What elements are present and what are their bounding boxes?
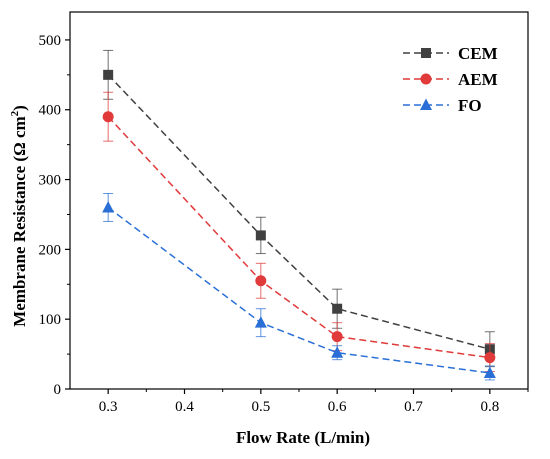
legend-label-aem: AEM xyxy=(458,70,498,89)
x-tick-label: 0.6 xyxy=(328,399,347,415)
y-axis-title-superscript: 2 xyxy=(9,110,21,116)
y-tick-label: 100 xyxy=(39,312,62,328)
x-tick-label: 0.5 xyxy=(251,399,270,415)
y-tick-label: 0 xyxy=(54,382,62,398)
y-tick-label: 500 xyxy=(39,33,62,49)
aem-series-line xyxy=(107,116,490,359)
legend-label-cem: CEM xyxy=(458,44,498,63)
fo-data-point xyxy=(331,346,344,358)
x-axis-title: Flow Rate (L/min) xyxy=(236,428,370,447)
cem-data-point xyxy=(255,230,266,241)
x-tick-label: 0.4 xyxy=(175,399,194,415)
y-axis-title-close: ) xyxy=(10,105,29,111)
aem-data-point xyxy=(331,331,343,343)
legend-marker-cem xyxy=(421,48,431,58)
legend-marker-aem xyxy=(420,73,432,85)
cem-series-line xyxy=(107,74,491,350)
x-tick-label: 0.3 xyxy=(99,399,118,415)
fo-series-line xyxy=(107,206,490,374)
fo-data-point xyxy=(483,366,496,378)
aem-data-point xyxy=(484,352,496,364)
plot-frame xyxy=(69,11,529,390)
axes-layer: 0.3 0.4 0.5 0.6 0.7 0.8 0 100 200 300 400 500 xyxy=(39,11,529,415)
x-tick-label: 0.8 xyxy=(480,399,499,415)
plot-layer xyxy=(102,49,496,381)
fo-data-point xyxy=(254,316,267,328)
cem-data-point xyxy=(103,69,114,80)
y-axis-title-main: Membrane Resistance (Ω cm xyxy=(10,116,29,326)
aem-data-point xyxy=(102,111,114,123)
y-tick-label: 300 xyxy=(39,173,62,189)
aem-data-point xyxy=(255,275,267,287)
fo-data-point xyxy=(102,200,115,213)
legend-label-fo: FO xyxy=(458,96,482,115)
legend: CEM AEM FO xyxy=(403,44,498,115)
cem-data-point xyxy=(332,303,343,314)
x-tick-label: 0.7 xyxy=(404,399,423,415)
y-tick-label: 400 xyxy=(39,103,62,119)
legend-marker-fo xyxy=(420,98,432,110)
y-axis-title: Membrane Resistance (Ω cm2) xyxy=(9,105,29,327)
y-tick-label: 200 xyxy=(39,242,62,258)
